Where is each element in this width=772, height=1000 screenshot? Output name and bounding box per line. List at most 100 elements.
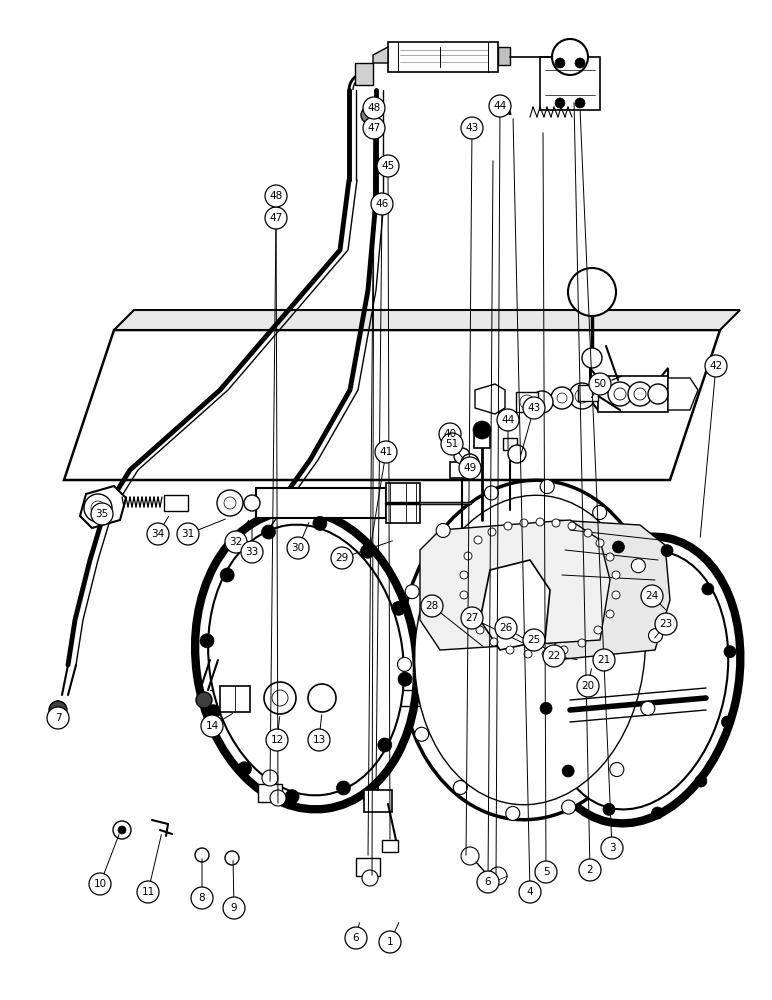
Polygon shape: [668, 378, 698, 410]
Circle shape: [524, 650, 532, 658]
Circle shape: [648, 384, 668, 404]
Polygon shape: [373, 47, 388, 63]
Text: 20: 20: [581, 681, 594, 691]
Circle shape: [506, 806, 520, 820]
Text: 48: 48: [269, 191, 283, 201]
Circle shape: [593, 649, 615, 671]
Circle shape: [490, 638, 498, 646]
Circle shape: [610, 763, 624, 777]
Ellipse shape: [536, 537, 740, 823]
Circle shape: [375, 441, 397, 463]
Circle shape: [520, 519, 528, 527]
Circle shape: [266, 729, 288, 751]
Circle shape: [603, 803, 615, 815]
Bar: [220, 686, 250, 712]
Circle shape: [460, 571, 468, 579]
Text: 47: 47: [269, 213, 283, 223]
Text: 10: 10: [93, 879, 107, 889]
Circle shape: [594, 626, 602, 634]
Text: 28: 28: [425, 601, 438, 611]
Circle shape: [459, 457, 481, 479]
Circle shape: [241, 541, 263, 563]
Circle shape: [540, 702, 552, 714]
Text: 2: 2: [587, 865, 594, 875]
Text: 5: 5: [543, 867, 550, 877]
Circle shape: [551, 387, 573, 409]
Circle shape: [308, 729, 330, 751]
Circle shape: [584, 529, 592, 537]
Text: 47: 47: [367, 123, 381, 133]
Circle shape: [612, 571, 620, 579]
Text: 7: 7: [55, 713, 61, 723]
Circle shape: [238, 762, 252, 776]
Circle shape: [453, 780, 467, 794]
Circle shape: [543, 632, 554, 644]
Circle shape: [579, 859, 601, 881]
Circle shape: [421, 595, 443, 617]
Circle shape: [405, 585, 419, 599]
Text: 35: 35: [96, 509, 109, 519]
Circle shape: [49, 701, 67, 719]
Circle shape: [191, 887, 213, 909]
Polygon shape: [498, 47, 510, 65]
Circle shape: [196, 692, 212, 708]
Circle shape: [47, 707, 69, 729]
Circle shape: [634, 388, 646, 400]
Circle shape: [531, 391, 553, 413]
Circle shape: [262, 525, 276, 539]
Circle shape: [560, 646, 568, 654]
Circle shape: [601, 837, 623, 859]
Circle shape: [464, 552, 472, 560]
Text: 22: 22: [547, 651, 560, 661]
Circle shape: [345, 927, 367, 949]
Circle shape: [641, 585, 663, 607]
Text: 1: 1: [387, 937, 393, 947]
Circle shape: [652, 807, 664, 819]
Text: 46: 46: [375, 199, 388, 209]
Circle shape: [508, 445, 526, 463]
Bar: [382, 840, 398, 852]
Bar: [164, 495, 188, 511]
Circle shape: [612, 591, 620, 599]
Polygon shape: [480, 560, 550, 650]
Circle shape: [361, 544, 374, 558]
Circle shape: [337, 781, 350, 795]
Circle shape: [489, 867, 507, 885]
Circle shape: [536, 518, 544, 526]
Bar: [450, 462, 474, 478]
Circle shape: [575, 58, 585, 68]
Circle shape: [606, 610, 614, 618]
Circle shape: [377, 155, 399, 177]
Circle shape: [575, 389, 589, 403]
Text: 6: 6: [353, 933, 359, 943]
Text: 41: 41: [379, 447, 393, 457]
Circle shape: [702, 583, 714, 595]
Circle shape: [495, 617, 517, 639]
Circle shape: [593, 506, 607, 520]
Text: 25: 25: [527, 635, 540, 645]
Text: 31: 31: [181, 529, 195, 539]
Circle shape: [308, 684, 336, 712]
Circle shape: [655, 613, 677, 635]
Circle shape: [220, 568, 234, 582]
Circle shape: [363, 97, 385, 119]
Ellipse shape: [547, 551, 728, 809]
Circle shape: [379, 931, 401, 953]
Circle shape: [589, 373, 611, 395]
Circle shape: [641, 701, 655, 715]
Text: 34: 34: [151, 529, 164, 539]
Circle shape: [398, 672, 412, 686]
Circle shape: [378, 738, 392, 752]
Circle shape: [287, 537, 309, 559]
Circle shape: [477, 871, 499, 893]
Polygon shape: [114, 310, 740, 330]
Text: 6: 6: [485, 877, 491, 887]
Polygon shape: [475, 384, 505, 414]
Circle shape: [484, 486, 499, 500]
Circle shape: [535, 861, 557, 883]
Polygon shape: [540, 57, 600, 110]
Circle shape: [474, 536, 482, 544]
Circle shape: [272, 690, 288, 706]
Text: 24: 24: [645, 591, 659, 601]
Bar: [258, 784, 282, 802]
